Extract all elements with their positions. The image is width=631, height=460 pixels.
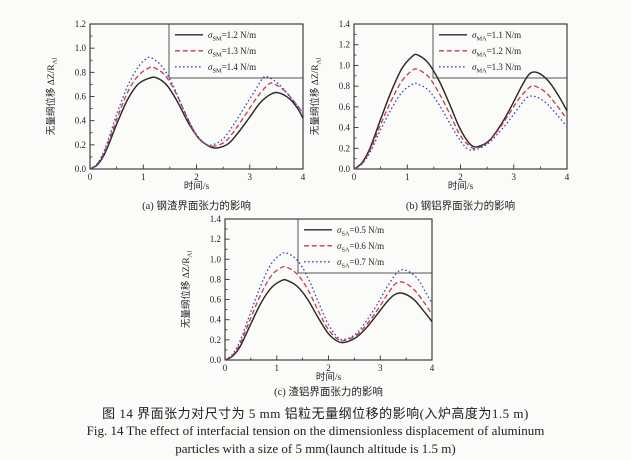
series-curve-dashed [89, 66, 304, 170]
x-tick-label: 0 [352, 172, 357, 182]
plot-frame [89, 23, 304, 170]
y-tick-label: 1.0 [339, 60, 351, 70]
series-curve-dotted [89, 56, 304, 170]
figure-caption-english-line1: Fig. 14 The effect of interfacial tensio… [86, 423, 545, 438]
y-tick-label: 0.2 [339, 143, 350, 153]
legend-label: σSA=0.6 N/m [337, 241, 384, 254]
x-tick-label: 0 [88, 172, 93, 182]
x-tick-label: 3 [378, 363, 383, 373]
y-axis-label: 无量纲位移 ΔZ/RAl [45, 58, 59, 135]
y-tick-label: 1.2 [75, 19, 86, 29]
subplot-caption: (b) 钢铝界面张力的影响 [406, 199, 515, 212]
y-tick-label: 0.0 [339, 164, 351, 174]
x-tick-label: 4 [301, 172, 306, 182]
plot-frame [224, 218, 433, 361]
subplot-caption: (a) 钢渣界面张力的影响 [142, 199, 251, 212]
y-tick-label: 0.8 [75, 67, 87, 77]
y-tick-label: 0.4 [210, 315, 222, 325]
x-axis-label: 时间/s [316, 371, 342, 383]
y-tick-label: 1.0 [75, 43, 87, 53]
y-tick-label: 1.4 [210, 214, 222, 224]
series-curve-solid [224, 278, 433, 361]
x-tick-label: 3 [248, 172, 253, 182]
legend-box [168, 23, 304, 79]
series-curve-dotted [224, 251, 433, 361]
subplot-caption: (c) 渣铝界面张力的影响 [274, 385, 383, 398]
legend-box [432, 23, 568, 79]
y-tick-label: 0.2 [75, 140, 86, 150]
y-tick-label: 0.0 [210, 355, 222, 365]
series-curve-solid [353, 53, 568, 170]
y-tick-label: 0.2 [210, 335, 221, 345]
legend-label: σSM=1.2 N/m [208, 30, 256, 43]
x-tick-label: 3 [512, 172, 517, 182]
legend-label: σMA=1.1 N/m [472, 30, 521, 43]
series-curve-dotted [353, 82, 568, 170]
legend-box [297, 218, 433, 274]
y-tick-label: 1.4 [339, 19, 351, 29]
x-tick-label: 2 [458, 172, 463, 182]
legend-label: σSM=1.3 N/m [208, 46, 256, 59]
legend-label: σMA=1.3 N/m [472, 62, 521, 75]
y-tick-label: 0.6 [75, 92, 87, 102]
y-tick-label: 0.0 [75, 164, 87, 174]
y-tick-label: 0.8 [210, 274, 222, 284]
chart-steel-slag-tension: 0 1 2 3 4 0.0 0.2 0.4 0.6 0.8 1.0 1.2 时间/s 无量纲位移 ΔZ/R… [45, 19, 306, 212]
y-tick-label: 1.0 [210, 254, 222, 264]
legend-label: σSA=0.5 N/m [337, 225, 384, 238]
y-axis-label: 无量纲位移 ΔZ/RAl [309, 58, 323, 135]
series-curve-dashed [353, 68, 568, 170]
y-tick-label: 0.6 [210, 295, 222, 305]
y-tick-label: 1.2 [339, 40, 350, 50]
x-tick-label: 4 [430, 363, 435, 373]
x-tick-label: 1 [275, 363, 280, 373]
y-tick-label: 0.8 [339, 81, 351, 91]
y-tick-label: 0.6 [339, 102, 351, 112]
x-tick-label: 4 [565, 172, 570, 182]
y-axis-label: 无量纲位移 ΔZ/RAl [180, 251, 194, 328]
chart-slag-aluminum-tension: 0 1 2 3 4 0.0 0.2 0.4 0.6 0.8 1.0 1.2 1.4 时间/s 无量纲位移 Δ… [180, 214, 435, 398]
x-tick-label: 1 [141, 172, 146, 182]
legend-label: σSA=0.7 N/m [337, 257, 384, 270]
legend-label: σMA=1.2 N/m [472, 46, 521, 59]
x-axis-label: 时间/s [184, 180, 210, 192]
y-tick-label: 0.4 [339, 123, 351, 133]
x-tick-label: 2 [194, 172, 199, 182]
series-curve-solid [89, 76, 304, 170]
x-tick-label: 0 [223, 363, 228, 373]
y-tick-label: 1.2 [210, 234, 221, 244]
x-tick-label: 2 [326, 363, 331, 373]
chart-steel-aluminum-tension: 0 1 2 3 4 0.0 0.2 0.4 0.6 0.8 1.0 1.2 1.4 时间/s 无量纲位移 Δ… [309, 19, 570, 212]
legend-label: σSM=1.4 N/m [208, 62, 256, 75]
figure-caption-chinese: 图 14 界面张力对尺寸为 5 mm 铝粒无量纲位移的影响(入炉高度为1.5 m… [102, 406, 529, 421]
figure-caption-english-line2: particles with a size of 5 mm(launch alt… [175, 441, 456, 456]
x-tick-label: 1 [405, 172, 410, 182]
x-axis-label: 时间/s [448, 180, 474, 192]
y-tick-label: 0.4 [75, 116, 87, 126]
